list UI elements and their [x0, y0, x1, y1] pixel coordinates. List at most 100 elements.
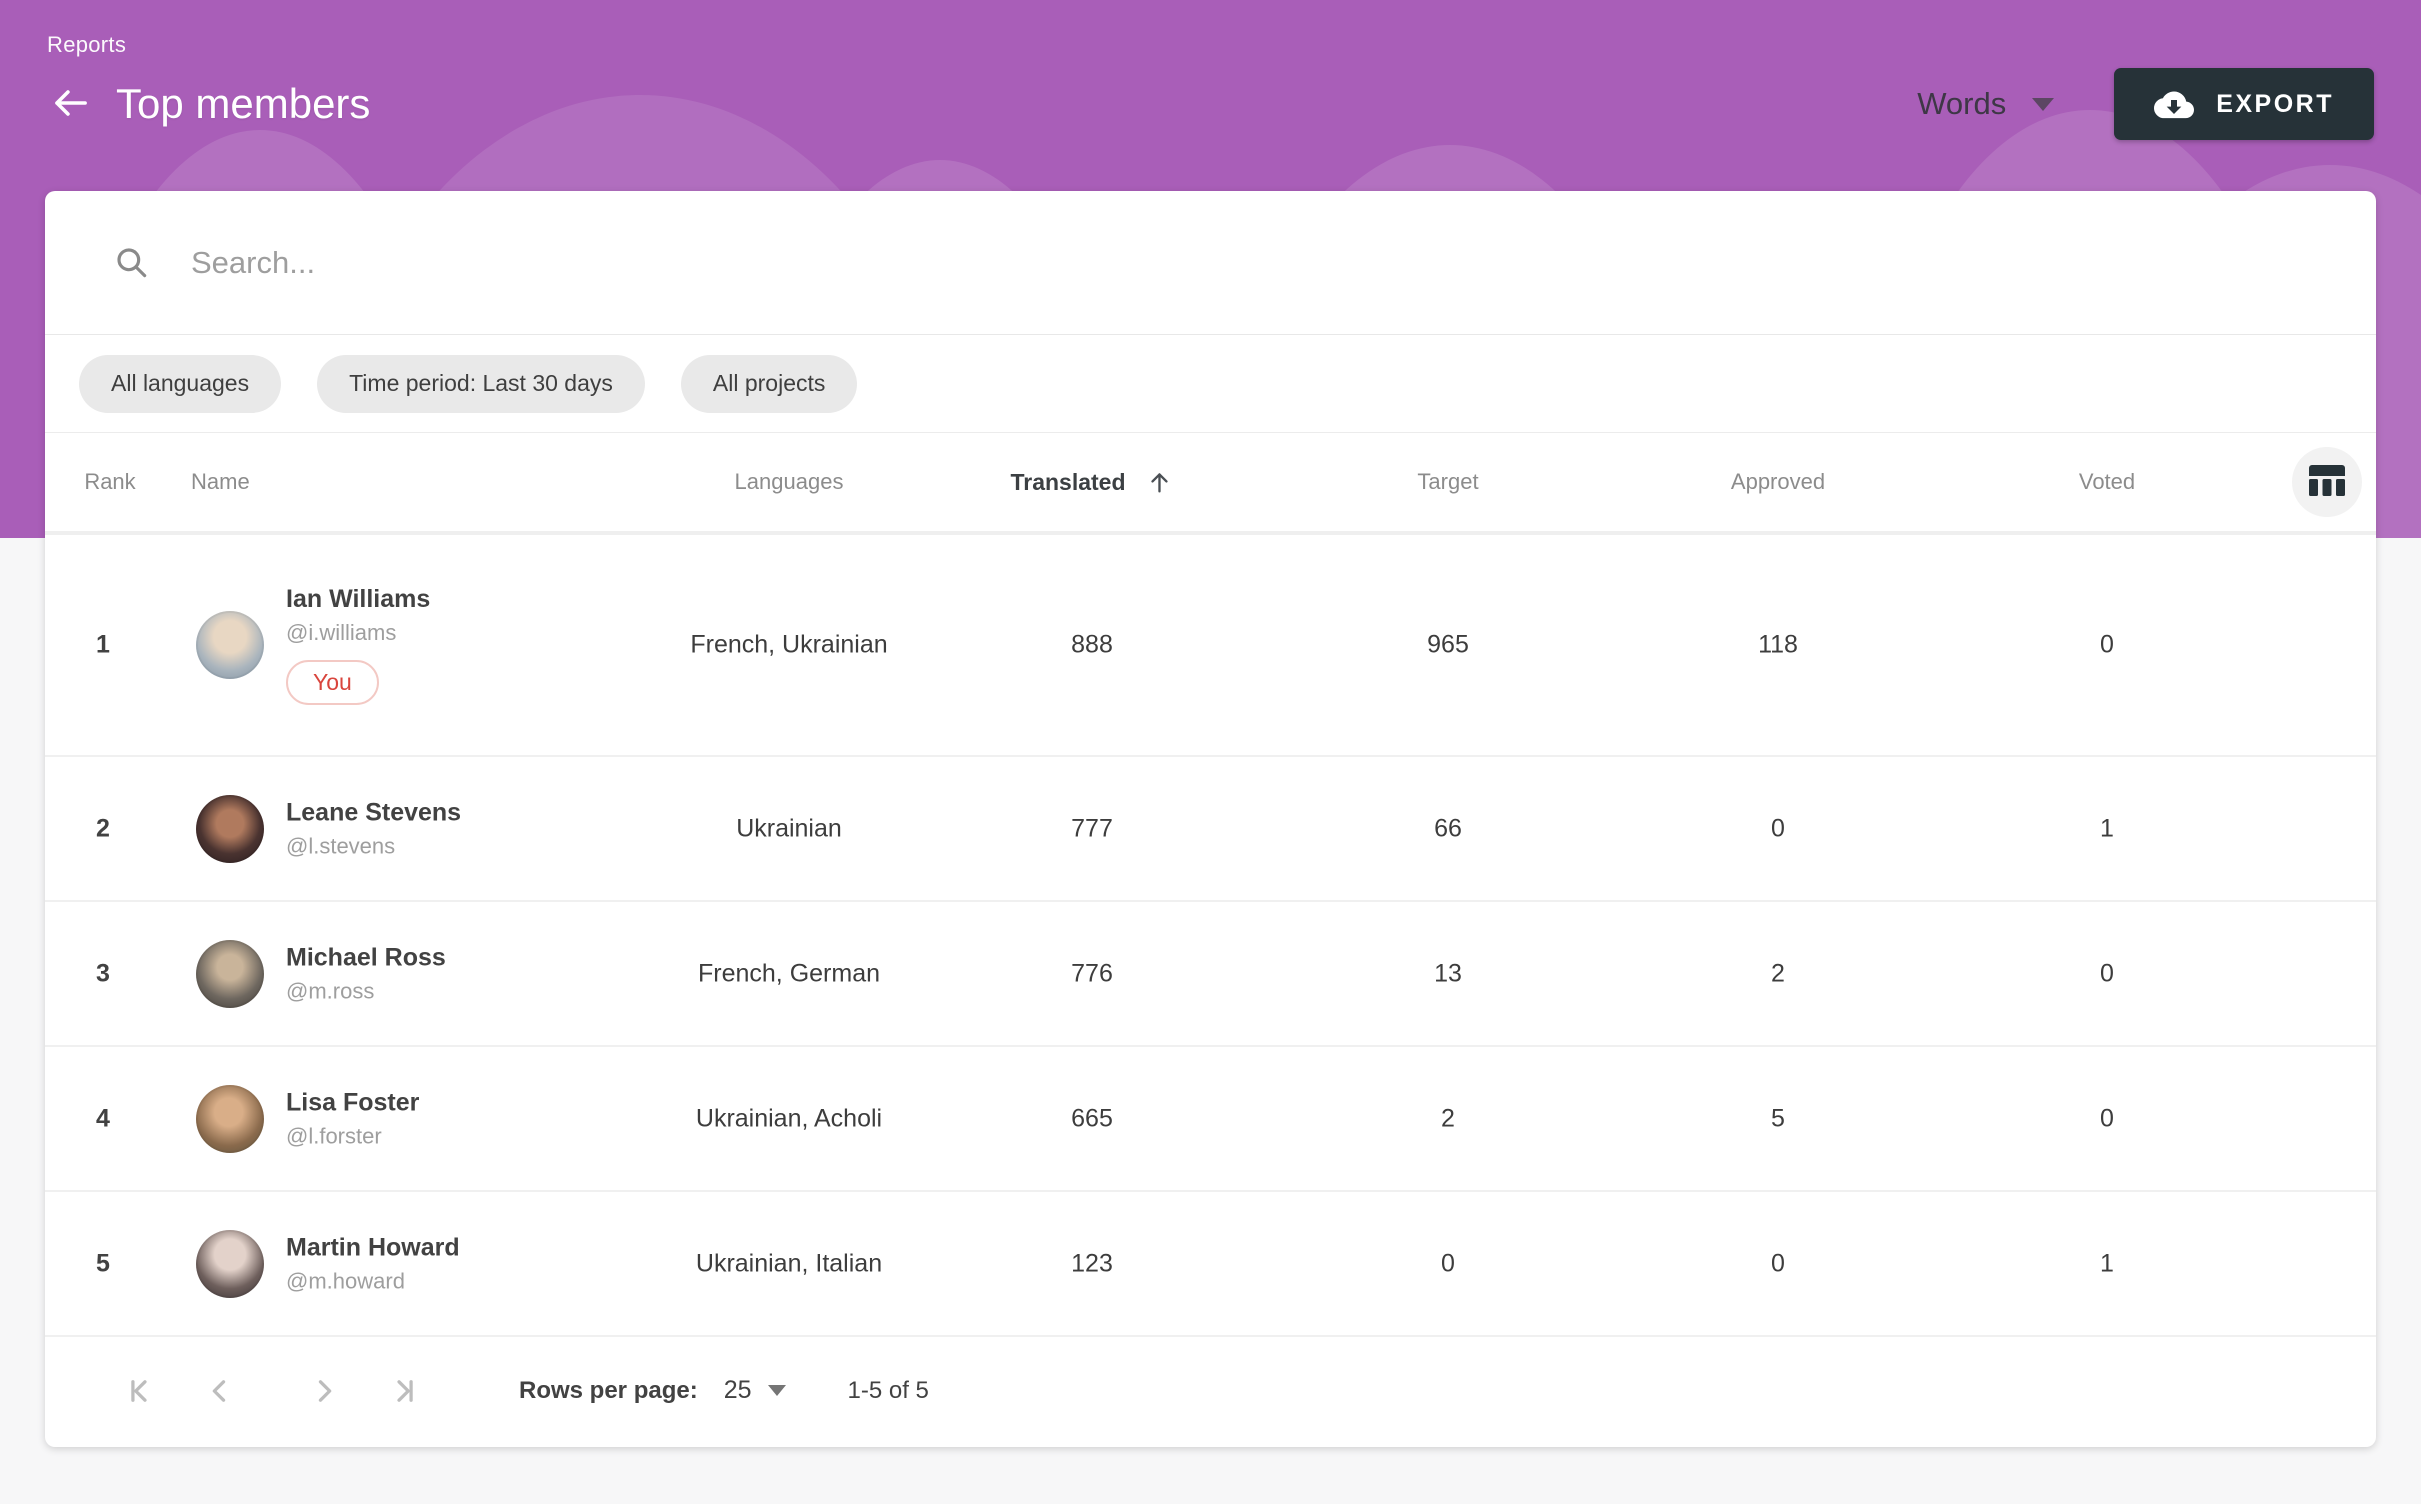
target-value: 66: [1434, 814, 1462, 842]
languages-value: Ukrainian, Acholi: [695, 1104, 883, 1132]
unit-selector[interactable]: Words: [1913, 76, 2058, 132]
caret-down-icon: [2032, 97, 2055, 111]
member-name-link[interactable]: Michael Ross: [286, 943, 446, 971]
voted-value: 1: [2100, 1249, 2114, 1277]
translated-value: 123: [1071, 1249, 1113, 1277]
last-page-icon: [387, 1374, 421, 1408]
rows-per-page-value: 25: [723, 1376, 752, 1404]
member-username: @i.williams: [286, 620, 397, 645]
filter-chip-projects-label: All projects: [712, 370, 826, 396]
rank-value: 2: [96, 814, 110, 842]
voted-value: 0: [2100, 1104, 2114, 1132]
translated-value: 665: [1071, 1104, 1113, 1132]
columns-settings-button[interactable]: [2292, 447, 2362, 517]
column-header-approved[interactable]: Approved: [1730, 469, 1826, 494]
approved-value: 118: [1758, 630, 1798, 659]
previous-page-button[interactable]: [197, 1368, 243, 1414]
target-value: 965: [1427, 630, 1469, 659]
column-header-rank[interactable]: Rank: [75, 469, 145, 495]
approved-value: 5: [1771, 1104, 1785, 1132]
member-cell: Ian Williams @i.williams You: [286, 585, 430, 705]
first-page-icon: [123, 1374, 157, 1408]
export-button[interactable]: EXPORT: [2114, 68, 2374, 140]
arrow-up-icon: [1146, 468, 1174, 496]
rows-per-page-select[interactable]: 25: [720, 1368, 790, 1413]
approved-value: 0: [1771, 1249, 1785, 1277]
column-header-translated[interactable]: Translated: [1010, 468, 1173, 496]
avatar[interactable]: [196, 1229, 264, 1298]
member-name-link[interactable]: Leane Stevens: [286, 798, 462, 826]
translated-value: 777: [1071, 814, 1113, 842]
rank-value: 1: [96, 630, 110, 659]
voted-value: 0: [2100, 630, 2114, 659]
column-header-name[interactable]: Name: [191, 469, 250, 494]
member-name-link[interactable]: Lisa Foster: [286, 1088, 420, 1116]
voted-value: 1: [2100, 814, 2114, 842]
languages-value: Ukrainian, Italian: [695, 1249, 883, 1277]
avatar[interactable]: [196, 611, 264, 679]
filter-chip-languages[interactable]: All languages: [79, 354, 282, 413]
member-cell: Lisa Foster @l.forster: [286, 1088, 419, 1149]
column-header-target[interactable]: Target: [1417, 469, 1479, 494]
member-cell: Leane Stevens @l.stevens: [286, 798, 461, 859]
column-header-languages[interactable]: Languages: [734, 469, 844, 494]
filter-chip-projects[interactable]: All projects: [680, 354, 858, 413]
avatar[interactable]: [196, 939, 264, 1008]
rank-value: 3: [96, 959, 110, 987]
languages-value: Ukrainian: [736, 814, 842, 842]
caret-down-icon: [767, 1385, 786, 1396]
search-bar: [45, 191, 2376, 335]
next-page-button[interactable]: [301, 1368, 347, 1414]
translated-value: 888: [1071, 630, 1113, 659]
back-button[interactable]: [44, 78, 96, 130]
languages-value: French, German: [697, 959, 881, 987]
member-name-link[interactable]: Ian Williams: [286, 585, 431, 613]
rank-value: 4: [96, 1104, 110, 1132]
pagination-bar: Rows per page: 25 1-5 of 5: [45, 1337, 2376, 1444]
arrow-left-icon: [48, 81, 92, 128]
table-row: 1 Ian Williams @i.williams You French, U…: [45, 535, 2376, 757]
member-cell: Martin Howard @m.howard: [286, 1233, 460, 1294]
avatar[interactable]: [196, 1084, 264, 1153]
avatar[interactable]: [196, 794, 264, 863]
member-username: @m.howard: [286, 1268, 405, 1293]
member-username: @m.ross: [286, 978, 375, 1003]
approved-value: 0: [1771, 814, 1785, 842]
target-value: 0: [1441, 1249, 1455, 1277]
chevron-right-icon: [307, 1374, 341, 1408]
you-badge: You: [286, 660, 379, 705]
rank-value: 5: [96, 1249, 110, 1277]
target-value: 2: [1441, 1104, 1455, 1132]
table-header: Rank Name Languages Translated Target Ap…: [45, 433, 2376, 535]
last-page-button[interactable]: [381, 1368, 427, 1414]
chevron-left-icon: [203, 1374, 237, 1408]
unit-selector-value: Words: [1917, 86, 2007, 121]
target-value: 13: [1434, 959, 1462, 987]
title-row: Top members: [44, 78, 370, 130]
pagination-range: 1-5 of 5: [847, 1376, 929, 1404]
member-name-link[interactable]: Martin Howard: [286, 1233, 460, 1261]
table-row: 3 Michael Ross @m.ross French, German 77…: [45, 902, 2376, 1047]
rows-per-page-label: Rows per page:: [519, 1376, 698, 1404]
cloud-download-icon: [2154, 88, 2195, 120]
member-username: @l.stevens: [286, 833, 396, 858]
filter-chip-languages-label: All languages: [111, 370, 250, 396]
first-page-button[interactable]: [117, 1368, 163, 1414]
member-cell: Michael Ross @m.ross: [286, 943, 446, 1004]
voted-value: 0: [2100, 959, 2114, 987]
table-columns-icon: [2309, 465, 2345, 499]
member-username: @l.forster: [286, 1123, 382, 1148]
page-title: Top members: [116, 80, 371, 127]
translated-value: 776: [1071, 959, 1113, 987]
filter-chip-time-period[interactable]: Time period: Last 30 days: [317, 354, 645, 413]
column-header-translated-label: Translated: [1010, 468, 1126, 495]
report-card: All languages Time period: Last 30 days …: [45, 191, 2376, 1447]
breadcrumb: Reports: [47, 32, 127, 57]
table-row: 2 Leane Stevens @l.stevens Ukrainian 777…: [45, 757, 2376, 902]
column-header-voted[interactable]: Voted: [2078, 469, 2136, 494]
filter-chip-time-period-label: Time period: Last 30 days: [349, 370, 613, 396]
hero-content: Reports Top members Words: [0, 0, 2421, 538]
export-button-label: EXPORT: [2216, 89, 2334, 118]
search-input[interactable]: [191, 244, 2308, 281]
